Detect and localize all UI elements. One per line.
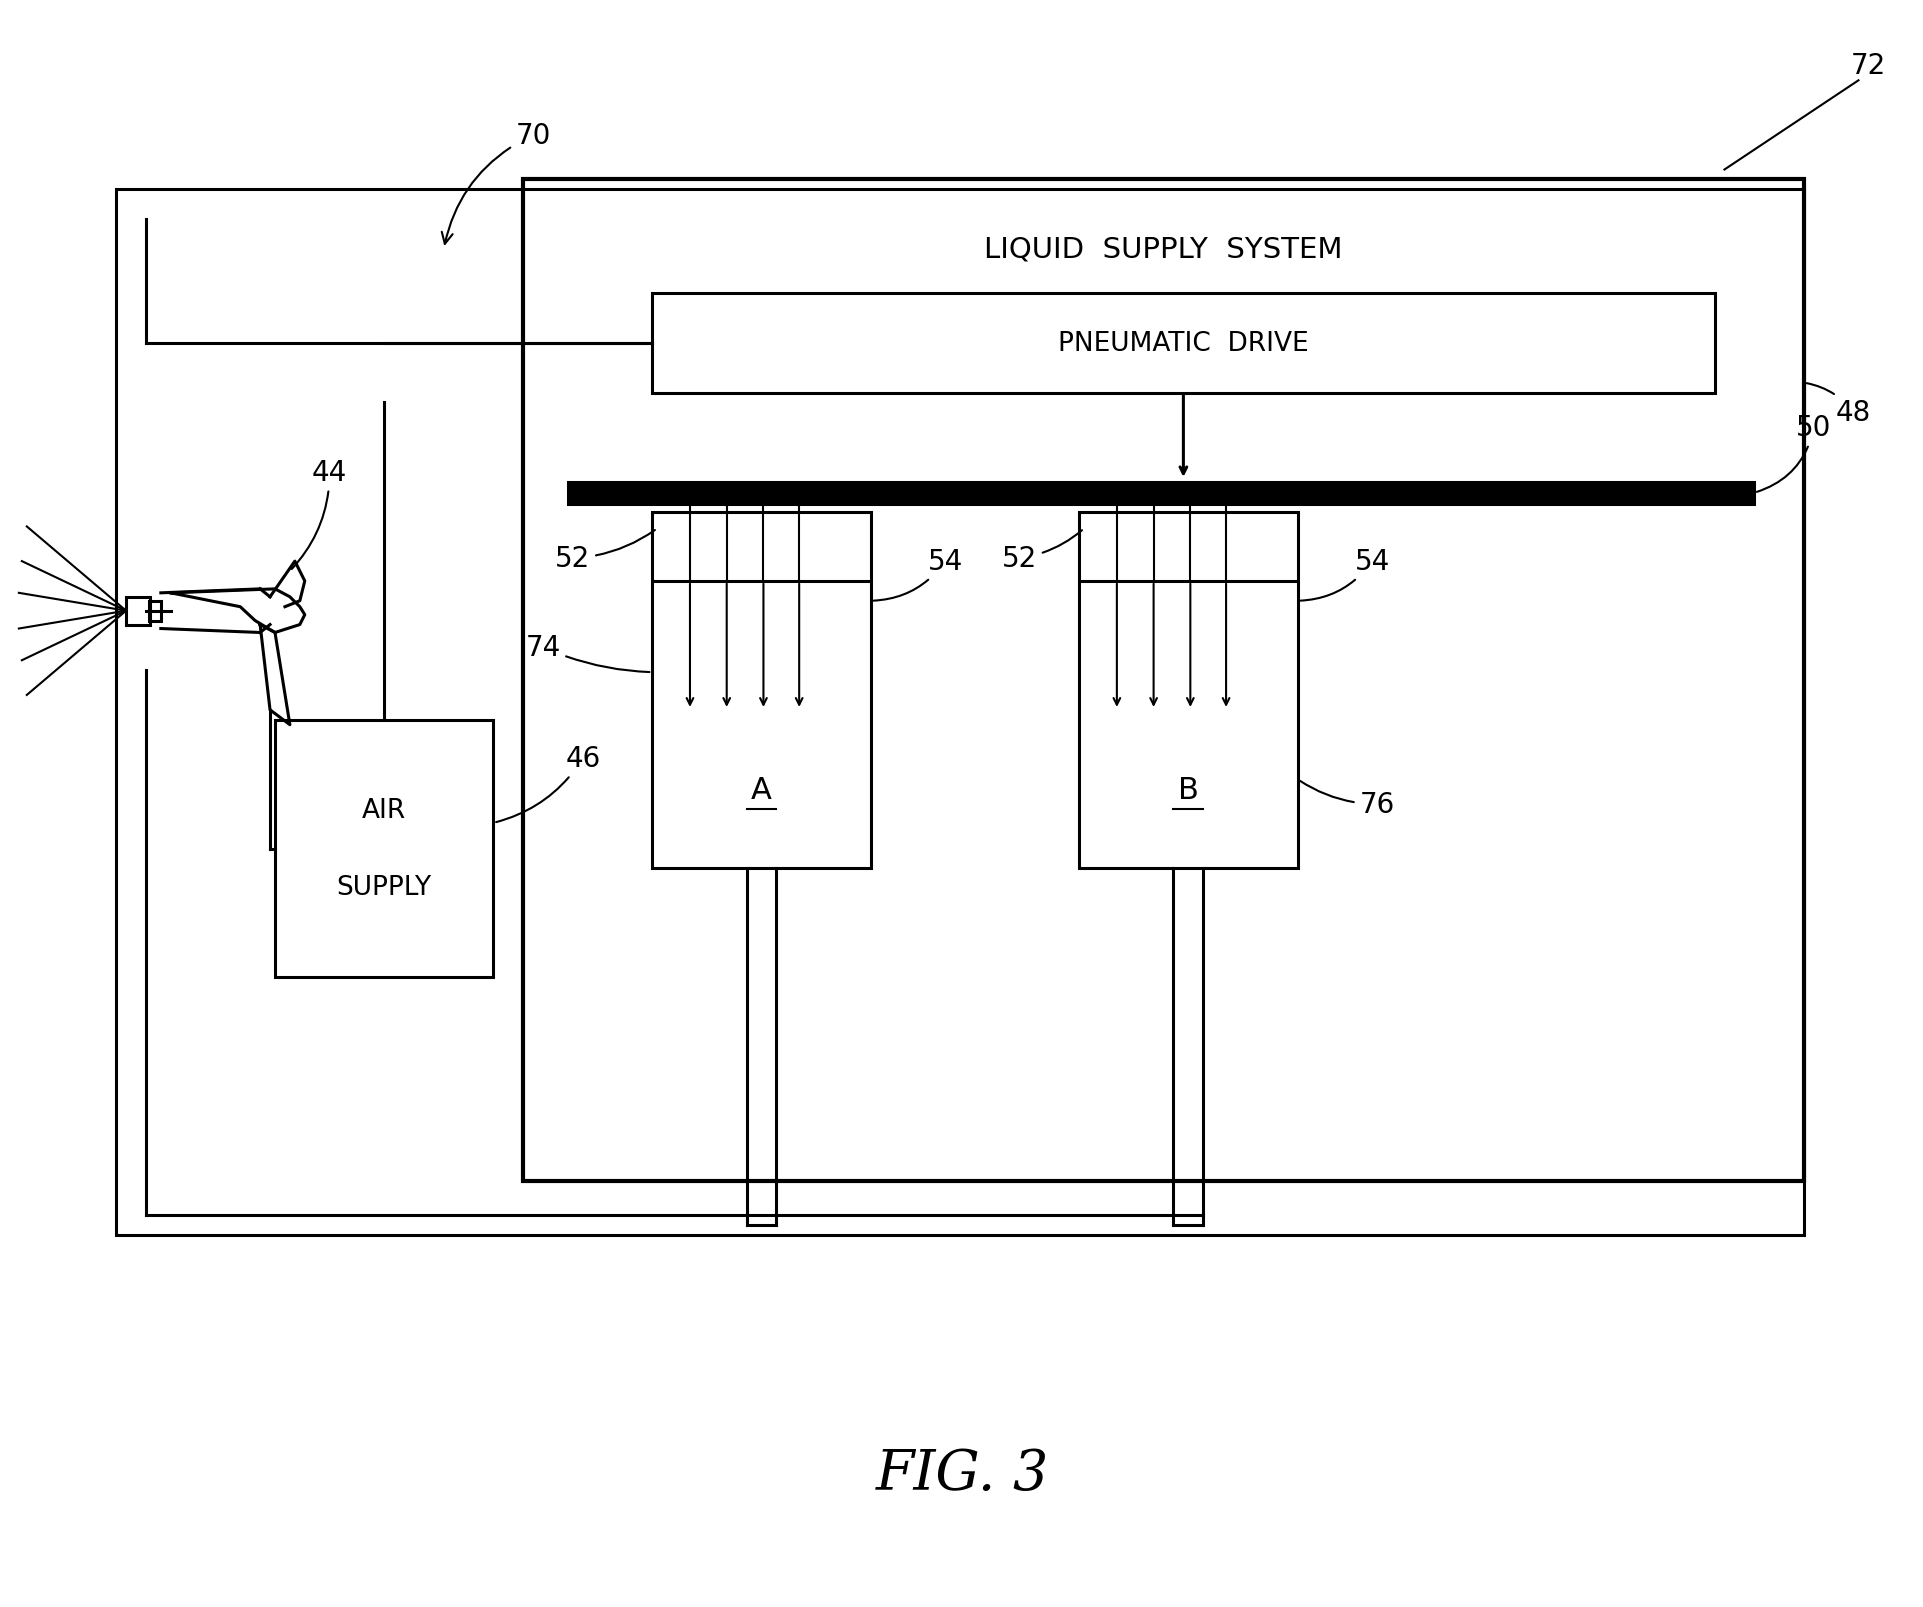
Text: LIQUID  SUPPLY  SYSTEM: LIQUID SUPPLY SYSTEM <box>985 236 1342 264</box>
Bar <box>275 720 492 979</box>
Bar <box>148 601 162 622</box>
Text: B: B <box>1177 775 1198 804</box>
Text: 70: 70 <box>442 122 550 244</box>
Text: AIR: AIR <box>362 797 406 823</box>
Text: 46: 46 <box>496 746 600 823</box>
Text: 44: 44 <box>292 458 346 569</box>
Bar <box>127 598 150 625</box>
Text: 76: 76 <box>1300 781 1394 818</box>
Text: 74: 74 <box>525 633 650 673</box>
Bar <box>652 294 1713 394</box>
Bar <box>567 482 1754 505</box>
Text: 50: 50 <box>1756 415 1831 493</box>
Bar <box>652 513 871 869</box>
Bar <box>115 190 1804 1236</box>
Text: 54: 54 <box>873 548 962 601</box>
Text: 48: 48 <box>1806 384 1871 427</box>
Text: 54: 54 <box>1300 548 1388 601</box>
Text: PNEUMATIC  DRIVE: PNEUMATIC DRIVE <box>1058 331 1308 357</box>
Bar <box>523 180 1804 1181</box>
Text: 52: 52 <box>1002 530 1081 572</box>
Text: 72: 72 <box>1850 53 1885 80</box>
Text: 52: 52 <box>556 530 654 572</box>
Text: A: A <box>750 775 771 804</box>
Text: FIG. 3: FIG. 3 <box>875 1446 1048 1501</box>
Bar <box>1079 513 1296 869</box>
Text: SUPPLY: SUPPLY <box>337 874 431 900</box>
